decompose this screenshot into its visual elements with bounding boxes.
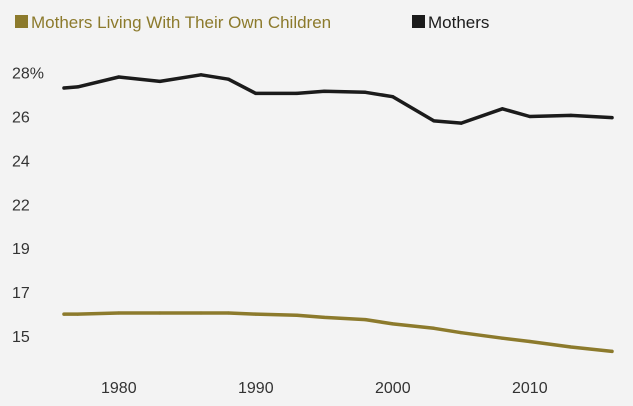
y-tick-label: 24 <box>12 153 30 170</box>
data-point <box>226 77 230 81</box>
data-point <box>322 89 326 93</box>
data-point <box>199 73 203 77</box>
y-axis: 28% 26 24 22 19 17 15 <box>12 66 44 346</box>
y-tick-label: 22 <box>12 197 30 214</box>
data-point <box>254 312 258 316</box>
legend-swatch-mothers <box>412 15 425 28</box>
data-point <box>363 90 367 94</box>
data-point <box>158 79 162 83</box>
y-tick-label: 17 <box>12 285 30 302</box>
data-point <box>158 311 162 315</box>
data-point <box>391 95 395 99</box>
x-tick-label: 1980 <box>101 380 137 397</box>
data-point <box>117 75 121 79</box>
legend-label-mothers: Mothers <box>428 13 489 32</box>
data-point <box>610 116 614 120</box>
data-point <box>76 85 80 89</box>
data-point <box>62 312 66 316</box>
x-tick-label: 1990 <box>238 380 274 397</box>
y-tick-label: 15 <box>12 329 30 346</box>
legend: Mothers Living With Their Own Children M… <box>15 13 489 32</box>
data-point <box>500 336 504 340</box>
data-point <box>459 121 463 125</box>
data-point <box>363 318 367 322</box>
data-point <box>391 322 395 326</box>
data-point <box>254 91 258 95</box>
data-point <box>500 107 504 111</box>
series-line-mothers-living-with-children <box>62 311 614 354</box>
data-point <box>62 86 66 90</box>
data-point <box>295 91 299 95</box>
x-axis: 1980 1990 2000 2010 <box>101 380 548 397</box>
data-point <box>432 326 436 330</box>
data-point <box>610 349 614 353</box>
data-point <box>459 331 463 335</box>
data-point <box>569 345 573 349</box>
data-point <box>432 119 436 123</box>
y-tick-label: 28% <box>12 66 44 83</box>
data-point <box>569 113 573 117</box>
data-point <box>199 311 203 315</box>
data-point <box>528 114 532 119</box>
data-point <box>322 315 326 319</box>
data-point <box>117 311 121 315</box>
y-tick-label: 26 <box>12 109 30 126</box>
data-point <box>76 312 80 316</box>
x-tick-label: 2010 <box>512 380 548 397</box>
y-tick-label: 19 <box>12 241 30 258</box>
x-tick-label: 2000 <box>375 380 411 397</box>
data-point <box>226 311 230 315</box>
legend-swatch-mothers-living-with-children <box>15 15 28 28</box>
data-point <box>528 339 532 344</box>
data-point <box>295 313 299 317</box>
series-lines <box>62 73 614 354</box>
legend-label-mothers-living-with-children: Mothers Living With Their Own Children <box>31 13 331 32</box>
